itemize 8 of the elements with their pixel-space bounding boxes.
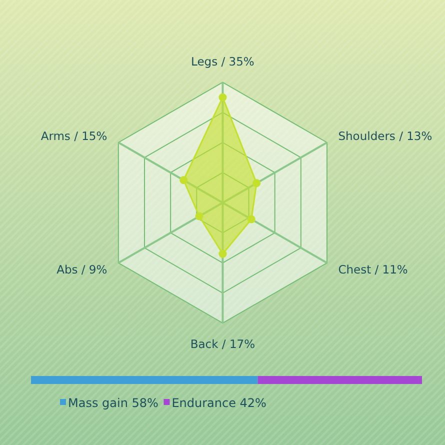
spoke-label: Legs / 35% [191, 54, 254, 68]
spoke-label: Abs / 9% [56, 262, 108, 276]
spoke-label: Back / 17% [190, 337, 256, 352]
legend-label: Mass gain 58% [68, 396, 158, 410]
legend-label: Endurance 42% [172, 396, 266, 410]
spoke-label: Chest / 11% [338, 262, 408, 276]
spoke-label: Shoulders / 13% [338, 129, 432, 143]
spoke-label: Arms / 15% [40, 129, 108, 143]
